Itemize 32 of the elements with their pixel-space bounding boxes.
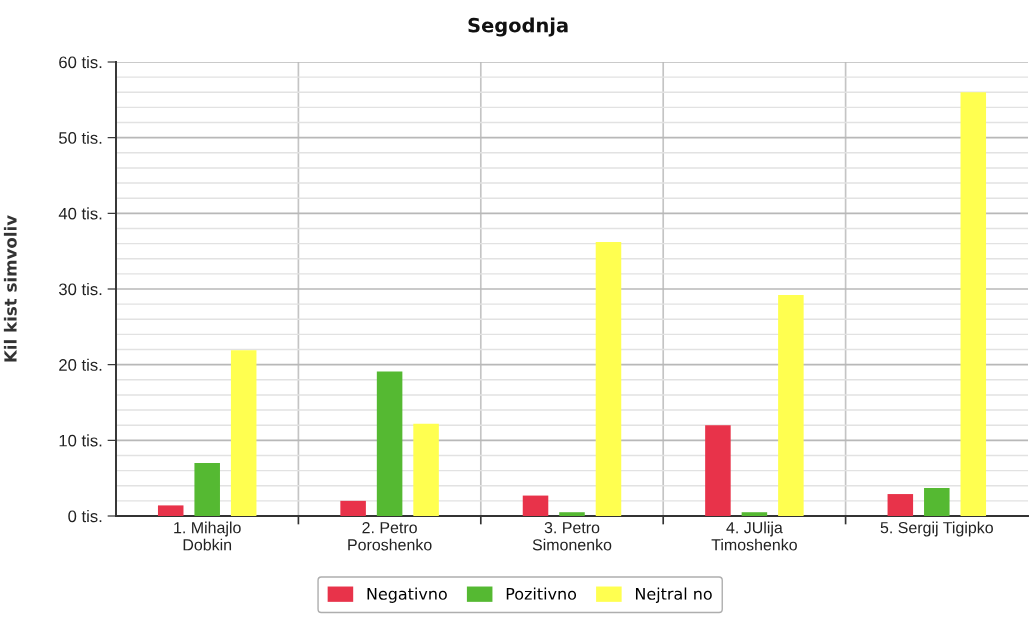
bar bbox=[924, 488, 950, 516]
x-tick-label: 1. Mihajlo Dobkin bbox=[174, 521, 241, 551]
legend-label: Pozitivno bbox=[506, 587, 577, 600]
bar bbox=[340, 500, 366, 516]
chart-title: Segodnja bbox=[468, 17, 568, 37]
y-tick-label: 30 tis. bbox=[58, 282, 102, 296]
y-axis-title: Kil kist simvoliv bbox=[3, 215, 17, 362]
bar bbox=[778, 295, 804, 516]
y-tick-label: 40 tis. bbox=[58, 207, 102, 220]
bar bbox=[741, 512, 768, 516]
bar bbox=[705, 425, 731, 516]
bar bbox=[559, 512, 585, 516]
y-tick-label: 60 tis. bbox=[59, 55, 102, 69]
bar bbox=[157, 505, 184, 516]
bar bbox=[595, 242, 622, 516]
x-tick-label: 4. JUlija Timoshenko bbox=[711, 521, 797, 551]
legend-label: Nejtral no bbox=[635, 587, 712, 603]
x-tick-label: 5. Sergij Tigipko bbox=[880, 521, 993, 537]
bar bbox=[960, 92, 987, 516]
bar bbox=[413, 423, 439, 516]
y-tick-label: 50 tis. bbox=[59, 131, 102, 144]
bar bbox=[376, 371, 403, 516]
y-tick-label: 20 tis. bbox=[59, 358, 102, 371]
y-tick-label: 10 tis. bbox=[59, 434, 102, 447]
bar bbox=[194, 463, 220, 516]
bar bbox=[230, 350, 257, 516]
x-tick-label: 3. Petro Simonenko bbox=[532, 521, 612, 551]
legend-label: Negativno bbox=[367, 587, 447, 603]
bar bbox=[887, 494, 914, 516]
x-tick-label: 2. Petro Poroshenko bbox=[348, 521, 432, 551]
bar bbox=[522, 495, 549, 516]
y-tick-label: 0 tis. bbox=[68, 509, 102, 523]
